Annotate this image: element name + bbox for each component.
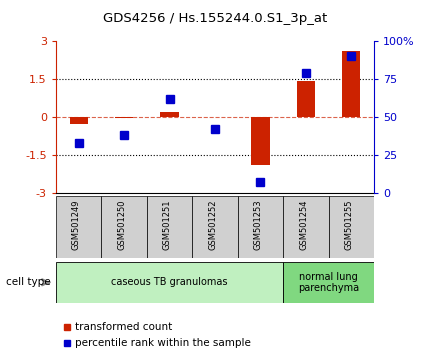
Bar (297, 81, 315, 117)
Bar (56, 262, 283, 303)
Bar (283, 196, 329, 258)
Text: GSM501250: GSM501250 (117, 200, 126, 250)
Text: caseous TB granulomas: caseous TB granulomas (111, 277, 228, 287)
Bar (342, 51, 360, 117)
Bar (192, 196, 238, 258)
Bar (238, 196, 283, 258)
Text: cell type: cell type (6, 277, 51, 287)
Text: percentile rank within the sample: percentile rank within the sample (75, 338, 251, 348)
Bar (160, 112, 178, 117)
Bar (101, 196, 147, 258)
Text: GDS4256 / Hs.155244.0.S1_3p_at: GDS4256 / Hs.155244.0.S1_3p_at (103, 12, 327, 25)
Text: normal lung
parenchyma: normal lung parenchyma (298, 272, 359, 293)
Bar (283, 262, 374, 303)
Bar (56, 196, 101, 258)
Bar (115, 117, 133, 118)
Bar (252, 117, 270, 165)
Bar (329, 196, 374, 258)
Text: GSM501249: GSM501249 (72, 200, 81, 250)
Text: GSM501251: GSM501251 (163, 200, 172, 250)
Text: GSM501255: GSM501255 (344, 200, 353, 250)
Text: GSM501254: GSM501254 (299, 200, 308, 250)
Text: transformed count: transformed count (75, 322, 172, 332)
Bar (147, 196, 192, 258)
Text: GSM501253: GSM501253 (254, 200, 263, 250)
Text: GSM501252: GSM501252 (208, 200, 217, 250)
Bar (70, 117, 88, 124)
